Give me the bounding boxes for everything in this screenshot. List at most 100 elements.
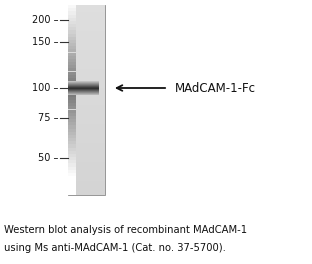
Bar [68,67,105,69]
Bar [68,106,76,110]
Bar [68,186,76,189]
Bar [68,192,76,195]
Text: 100 –: 100 – [32,83,58,93]
Text: 150 –: 150 – [32,37,58,47]
Bar [68,43,105,45]
Bar [68,102,105,105]
Bar [68,93,105,95]
Bar [68,183,105,186]
Bar [68,48,105,50]
Bar [68,72,105,74]
Bar [68,114,105,117]
Bar [68,181,105,183]
Bar [68,103,76,106]
Bar [68,138,105,140]
Bar [68,116,76,119]
Bar [68,15,76,18]
Bar [68,41,105,43]
Bar [68,83,100,84]
Bar [68,24,105,26]
Bar [68,50,105,53]
Bar [68,18,76,21]
Bar [68,100,76,103]
Bar [68,112,105,114]
Bar [68,81,76,84]
Bar [68,88,105,91]
Bar [68,148,76,151]
Bar [68,125,76,129]
Bar [68,126,105,129]
Bar [68,84,76,87]
Bar [68,157,105,159]
Bar [68,91,105,93]
Bar [68,34,105,36]
Bar [68,140,105,143]
Bar [68,17,105,19]
Bar [68,143,105,145]
Bar [68,90,100,91]
Bar [68,131,105,133]
Bar [68,74,105,76]
Bar [68,167,76,170]
Bar [68,8,76,11]
Bar [68,110,105,112]
Bar [68,188,105,190]
Bar [68,31,105,34]
Bar [68,87,100,88]
Bar [68,173,76,176]
Bar [68,169,105,171]
Bar [68,10,105,12]
Text: 200 –: 200 – [32,15,58,25]
Bar [68,93,100,94]
Bar [68,135,76,138]
Bar [68,27,76,30]
Bar [68,57,105,60]
Bar [68,151,76,154]
Bar [68,75,76,78]
Bar [68,113,76,116]
Bar [68,178,105,181]
Text: 50 –: 50 – [38,153,58,163]
Bar [68,11,76,15]
Bar [68,60,105,62]
Bar [68,15,105,17]
Bar [68,176,105,178]
Bar [68,43,76,46]
Bar [68,38,105,41]
Bar [68,84,100,85]
Bar [68,83,105,86]
Bar [68,174,105,176]
Bar [68,107,105,110]
Bar [68,129,105,131]
Bar [68,21,76,24]
Bar [68,138,76,141]
Bar [68,56,76,59]
Bar [68,7,105,10]
Bar [68,129,76,132]
Bar [68,59,76,62]
Bar [68,94,76,97]
Bar [68,121,105,124]
Bar [68,91,100,92]
Bar [68,164,105,167]
Bar [68,72,76,75]
Bar [68,53,105,55]
Bar [68,78,76,81]
Bar [68,150,105,152]
Bar [68,5,76,8]
Bar [68,45,105,48]
Bar [68,5,105,7]
Bar [68,46,76,49]
Text: using Ms anti-MAdCAM-1 (Cat. no. 37-5700).: using Ms anti-MAdCAM-1 (Cat. no. 37-5700… [4,243,226,253]
Bar [68,155,105,157]
Bar [68,34,76,37]
Bar [68,105,105,107]
Bar [68,133,105,136]
Bar [68,29,105,31]
Bar [68,40,76,43]
Bar [68,22,105,24]
Bar [68,87,76,91]
Bar [68,193,105,195]
Bar [68,182,76,186]
Bar [68,24,76,27]
